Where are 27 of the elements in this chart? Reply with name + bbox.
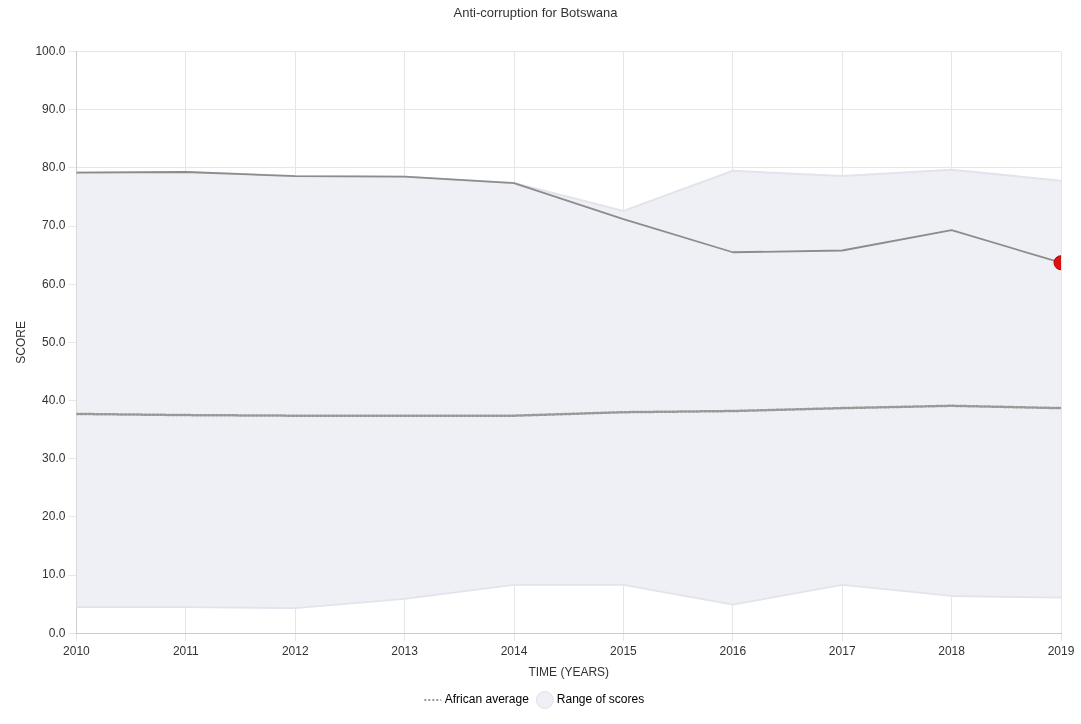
x-tick-label: 2016 bbox=[719, 643, 747, 658]
x-tick-label: 2017 bbox=[828, 643, 856, 658]
y-tick-label: 50.0 bbox=[42, 334, 66, 349]
line-series bbox=[76, 404, 1061, 417]
legend-label: Range of scores bbox=[556, 692, 645, 707]
x-tick-label: 2019 bbox=[1047, 643, 1075, 658]
y-tick-label: 80.0 bbox=[42, 160, 66, 175]
x-tick-label: 2011 bbox=[172, 643, 200, 658]
y-tick-label: 20.0 bbox=[42, 509, 66, 524]
y-tick-label: 40.0 bbox=[42, 392, 66, 407]
y-tick-label: 0.0 bbox=[48, 625, 66, 640]
y-axis-title: SCORE bbox=[13, 321, 28, 364]
x-tick-label: 2012 bbox=[281, 643, 309, 658]
y-tick-label: 90.0 bbox=[42, 102, 66, 117]
x-tick-label: 2013 bbox=[391, 643, 419, 658]
legend-label: African average bbox=[444, 692, 530, 707]
x-tick-label: 2018 bbox=[938, 643, 966, 658]
x-tick-label: 2010 bbox=[63, 643, 91, 658]
x-tick-label: 2014 bbox=[500, 643, 528, 658]
y-tick-label: 10.0 bbox=[42, 567, 66, 582]
y-tick-label: 70.0 bbox=[42, 218, 66, 233]
x-tick-label: 2015 bbox=[610, 643, 638, 658]
chart-title: Anti-corruption for Botswana bbox=[453, 5, 619, 21]
y-tick-label: 100.0 bbox=[35, 43, 66, 58]
y-tick-label: 30.0 bbox=[42, 451, 66, 466]
x-axis-title: TIME (YEARS) bbox=[528, 665, 610, 680]
y-tick-label: 60.0 bbox=[42, 276, 66, 291]
